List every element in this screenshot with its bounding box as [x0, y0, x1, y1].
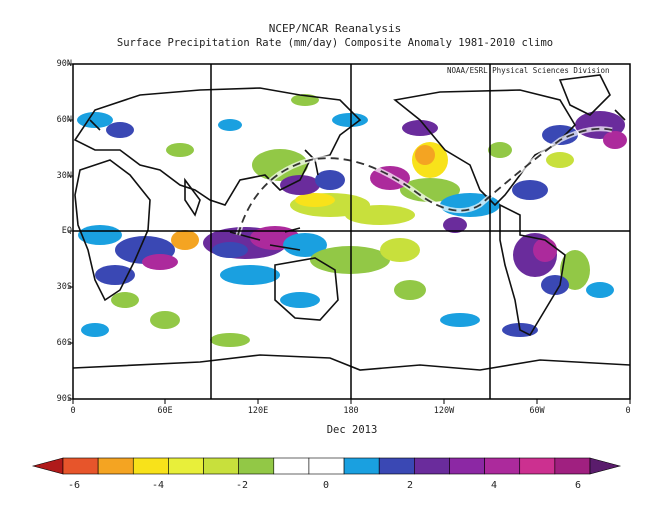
- coastlines: [73, 74, 630, 371]
- colorbar-label-neg4: -4: [151, 480, 165, 491]
- grid-lines: [73, 64, 630, 399]
- colorbar-swatch-10: [378, 457, 415, 475]
- colorbar: [31, 457, 622, 475]
- colorbar-swatch-5: [203, 457, 239, 475]
- lat-label-60s: 60S: [56, 338, 72, 348]
- lat-label-eq: EQ: [61, 226, 72, 236]
- colorbar-swatch-4: [168, 457, 204, 475]
- date-label: Dec 2013: [326, 424, 378, 436]
- axis-ticks: [68, 63, 631, 404]
- colorbar-swatch-0: [31, 457, 64, 475]
- colorbar-swatch-2: [97, 457, 134, 475]
- lat-label-60n: 60N: [56, 115, 72, 125]
- lon-label-180: 180: [343, 406, 359, 416]
- colorbar-swatch-13: [484, 457, 521, 475]
- colorbar-swatch-3: [132, 457, 169, 475]
- lon-label-0-east: 0: [625, 406, 631, 416]
- colorbar-swatch-11: [414, 457, 450, 475]
- colorbar-label-neg2: -2: [235, 480, 249, 491]
- colorbar-label-0: 0: [322, 480, 330, 491]
- colorbar-swatch-8: [308, 457, 345, 475]
- colorbar-label-6: 6: [574, 480, 582, 491]
- jet-stream-path: [237, 127, 613, 236]
- lat-label-30s: 30S: [56, 282, 72, 292]
- colorbar-label-4: 4: [490, 480, 498, 491]
- colorbar-label-2: 2: [406, 480, 414, 491]
- map-title: NCEP/NCAR Reanalysis: [268, 22, 402, 35]
- credit-label: NOAA/ESRL Physical Sciences Division: [447, 66, 610, 75]
- lon-label-120e: 120E: [247, 406, 269, 416]
- colorbar-swatch-6: [238, 457, 275, 475]
- colorbar-swatch-16: [589, 457, 622, 475]
- colorbar-swatch-1: [62, 457, 99, 475]
- map-subtitle: Surface Precipitation Rate (mm/day) Comp…: [116, 37, 554, 49]
- colorbar-swatch-15: [554, 457, 591, 475]
- lon-label-0: 0: [70, 406, 76, 416]
- lat-label-90n: 90N: [56, 59, 72, 69]
- lon-label-120w: 120W: [433, 406, 455, 416]
- colorbar-swatch-7: [273, 457, 310, 475]
- lat-label-30n: 30N: [56, 171, 72, 181]
- lat-label-90s: 90S: [56, 394, 72, 404]
- precipitation-anomaly-field: [77, 94, 627, 347]
- colorbar-swatch-14: [519, 457, 556, 475]
- lon-label-60w: 60W: [529, 406, 545, 416]
- colorbar-swatch-9: [343, 457, 380, 475]
- lon-label-60e: 60E: [157, 406, 173, 416]
- colorbar-label-neg6: -6: [67, 480, 81, 491]
- colorbar-swatch-12: [449, 457, 485, 475]
